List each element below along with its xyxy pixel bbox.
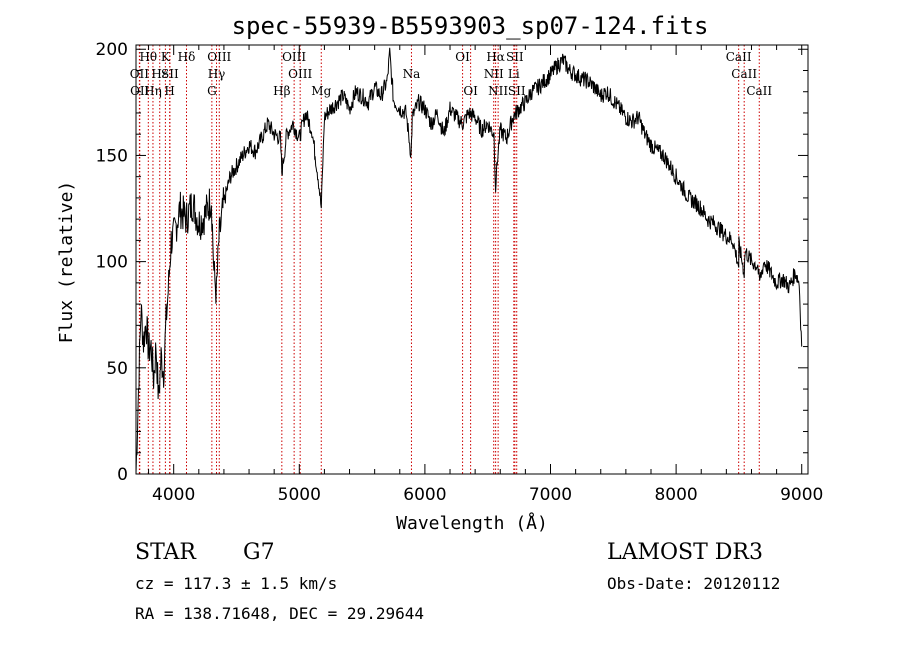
spectral-line-label: H — [164, 84, 174, 98]
spectral-line-label: Hβ — [273, 84, 290, 98]
spectral-line-label: Hα — [486, 50, 505, 64]
spectral-line-label: NII — [488, 84, 508, 98]
y-axis-label: Flux (relative) — [56, 181, 77, 344]
spectral-line-label: SII — [161, 67, 179, 81]
x-axis-label: Wavelength (Å) — [396, 512, 548, 534]
x-tick-label: 7000 — [529, 485, 572, 505]
x-tick-label: 4000 — [152, 485, 195, 505]
spectral-line-label: OI — [463, 84, 478, 98]
y-tick-label: 0 — [117, 465, 128, 485]
observation-date: Obs-Date: 20120112 — [607, 574, 780, 593]
y-tick-label: 50 — [106, 359, 128, 379]
object-class: STAR — [135, 540, 197, 565]
flux-line — [135, 47, 803, 475]
object-subclass: G7 — [243, 540, 275, 565]
spectral-line-label: Na — [403, 67, 421, 81]
y-tick-label: 150 — [96, 146, 128, 166]
spectral-line-label: NII — [484, 67, 504, 81]
y-tick-label: 100 — [96, 253, 128, 273]
survey-name: LAMOST DR3 — [607, 540, 763, 565]
spectral-line-label: OIII — [288, 67, 312, 81]
spectral-line-label: OIII — [207, 50, 231, 64]
spectral-line-label: Li — [508, 67, 520, 81]
spectral-line-label: OII — [130, 67, 150, 81]
spectral-line-label: Mg — [311, 84, 331, 98]
y-axis-ticks: 0 50 100 150 200 — [96, 40, 808, 485]
y-tick-label: 200 — [96, 40, 128, 60]
x-tick-label: 5000 — [278, 485, 321, 505]
spectral-line-markers — [138, 45, 760, 474]
x-axis-ticks: 4000 5000 6000 7000 8000 9000 — [148, 45, 823, 505]
spectral-line-label: Hδ — [178, 50, 196, 64]
plot-frame — [135, 44, 809, 475]
spectral-line-label: K — [161, 50, 171, 64]
spectral-line-label: CaII — [746, 84, 772, 98]
spectral-line-label: OIII — [282, 50, 306, 64]
x-tick-label: 9000 — [780, 485, 823, 505]
spectral-line-label: OII — [130, 84, 150, 98]
spectral-line-label: SII — [506, 50, 524, 64]
spectral-line-label: Hγ — [208, 67, 226, 81]
spectral-line-label: SII — [508, 84, 526, 98]
coordinates: RA = 138.71648, DEC = 29.29644 — [135, 604, 424, 623]
chart-title: spec-55939-B5593903_sp07-124.fits — [232, 12, 709, 40]
spectral-line-label: CaII — [731, 67, 757, 81]
spectral-line-label: G — [207, 84, 217, 98]
spectral-line-label: Hη — [144, 84, 162, 98]
spectral-line-label: Hε — [151, 67, 168, 81]
flux-series — [135, 47, 803, 475]
x-tick-label: 6000 — [403, 485, 446, 505]
spectral-line-label: Hθ — [139, 50, 157, 64]
spectral-line-label: CaII — [726, 50, 752, 64]
spectral-line-label: OI — [455, 50, 470, 64]
redshift-velocity: cz = 117.3 ± 1.5 km/s — [135, 574, 337, 593]
x-tick-label: 8000 — [654, 485, 697, 505]
